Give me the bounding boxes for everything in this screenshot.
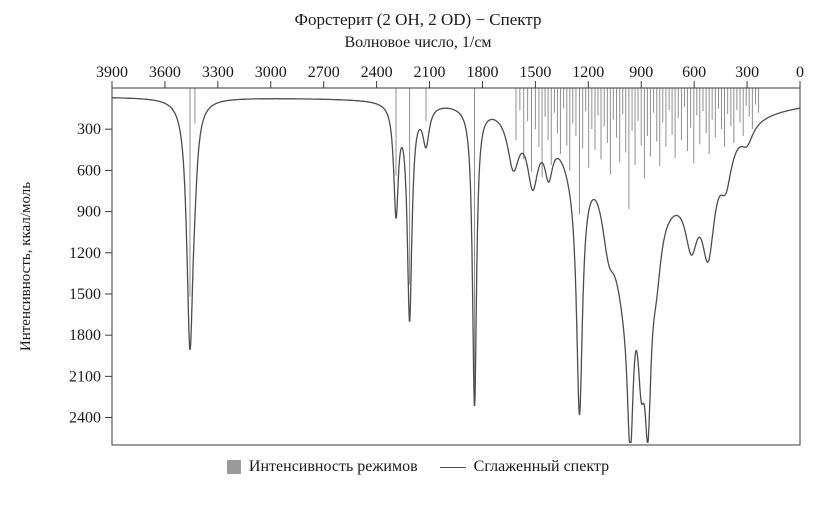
x-tick-label: 3000 xyxy=(255,64,287,81)
y-tick-label: 1200 xyxy=(69,245,101,262)
x-tick-label: 300 xyxy=(735,64,759,81)
y-tick-label: 2100 xyxy=(69,368,101,385)
x-tick-label: 1800 xyxy=(466,64,498,81)
y-tick-label: 900 xyxy=(77,204,101,221)
x-tick-label: 0 xyxy=(796,64,804,81)
x-tick-label: 3900 xyxy=(96,64,128,81)
x-tick-label: 2700 xyxy=(308,64,340,81)
x-axis-title: Волновое число, 1/см xyxy=(344,34,492,51)
x-tick-label: 1500 xyxy=(519,64,551,81)
y-tick-label: 1500 xyxy=(69,286,101,303)
y-tick-label: 2400 xyxy=(69,410,101,427)
smoothed-spectrum-line-icon xyxy=(439,466,466,468)
smoothed-spectrum-curve xyxy=(112,97,800,443)
x-tick-label: 2400 xyxy=(361,64,393,81)
legend: Интенсивность режимов Сглаженный спектр xyxy=(0,458,836,476)
smooth-legend-label: Сглаженный спектр xyxy=(473,458,610,475)
plot-border xyxy=(111,87,801,446)
y-axis-title: Интенсивность, ккал/моль xyxy=(18,182,34,351)
x-tick-label: 3600 xyxy=(149,64,181,81)
x-tick-label: 1200 xyxy=(572,64,604,81)
chart-title: Форстерит (2 OH, 2 OD) − Спектр xyxy=(294,10,542,29)
y-tick-label: 600 xyxy=(77,162,101,179)
mode-intensity-swatch-icon xyxy=(226,460,241,474)
y-tick-label: 1800 xyxy=(69,327,101,344)
x-tick-label: 3300 xyxy=(202,64,234,81)
y-tick-label: 300 xyxy=(77,121,101,138)
spectrum-plot: 3900 3600 3300 3000 2700 2400 2100 1800 1500 1200… xyxy=(18,64,804,446)
x-tick-label: 600 xyxy=(682,64,706,81)
modes-legend-label: Интенсивность режимов xyxy=(248,458,418,475)
x-tick-label: 2100 xyxy=(414,64,446,81)
x-tick-label: 900 xyxy=(629,64,653,81)
